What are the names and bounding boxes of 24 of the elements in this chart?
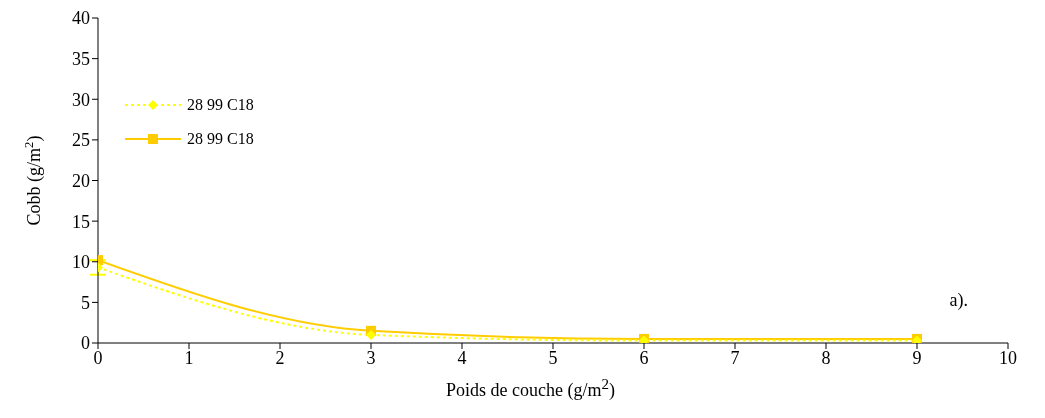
legend-label: 28 99 C18 xyxy=(187,96,254,114)
x-tick-label: 10 xyxy=(999,347,1017,368)
y-tick-label: 20 xyxy=(72,170,90,191)
x-tick-label: 6 xyxy=(639,347,649,368)
annotation: a). xyxy=(949,290,968,311)
y-tick-label: 40 xyxy=(72,8,90,29)
x-tick-label: 9 xyxy=(912,347,922,368)
x-axis-title: Poids de couche (g/m$^{2}$) xyxy=(445,376,616,401)
y-tick-label: 15 xyxy=(72,211,90,232)
y-tick-label: 35 xyxy=(72,49,90,70)
x-tick-label: 1 xyxy=(184,347,194,368)
x-tick-label: 2 xyxy=(275,347,285,368)
y-tick-label: 5 xyxy=(81,292,90,313)
y-tick-label: 30 xyxy=(72,89,90,110)
y-tick-label: 25 xyxy=(72,130,90,151)
x-tick-label: 5 xyxy=(548,347,558,368)
x-tick-label: 4 xyxy=(457,347,467,368)
x-tick-label: 7 xyxy=(730,347,740,368)
legend-label: 28 99 C18 xyxy=(187,130,254,148)
x-tick-label: 3 xyxy=(366,347,376,368)
y-tick-label: 0 xyxy=(81,333,90,354)
y-tick-label: 10 xyxy=(72,252,90,273)
x-tick-label: 8 xyxy=(821,347,831,368)
point xyxy=(366,329,376,340)
